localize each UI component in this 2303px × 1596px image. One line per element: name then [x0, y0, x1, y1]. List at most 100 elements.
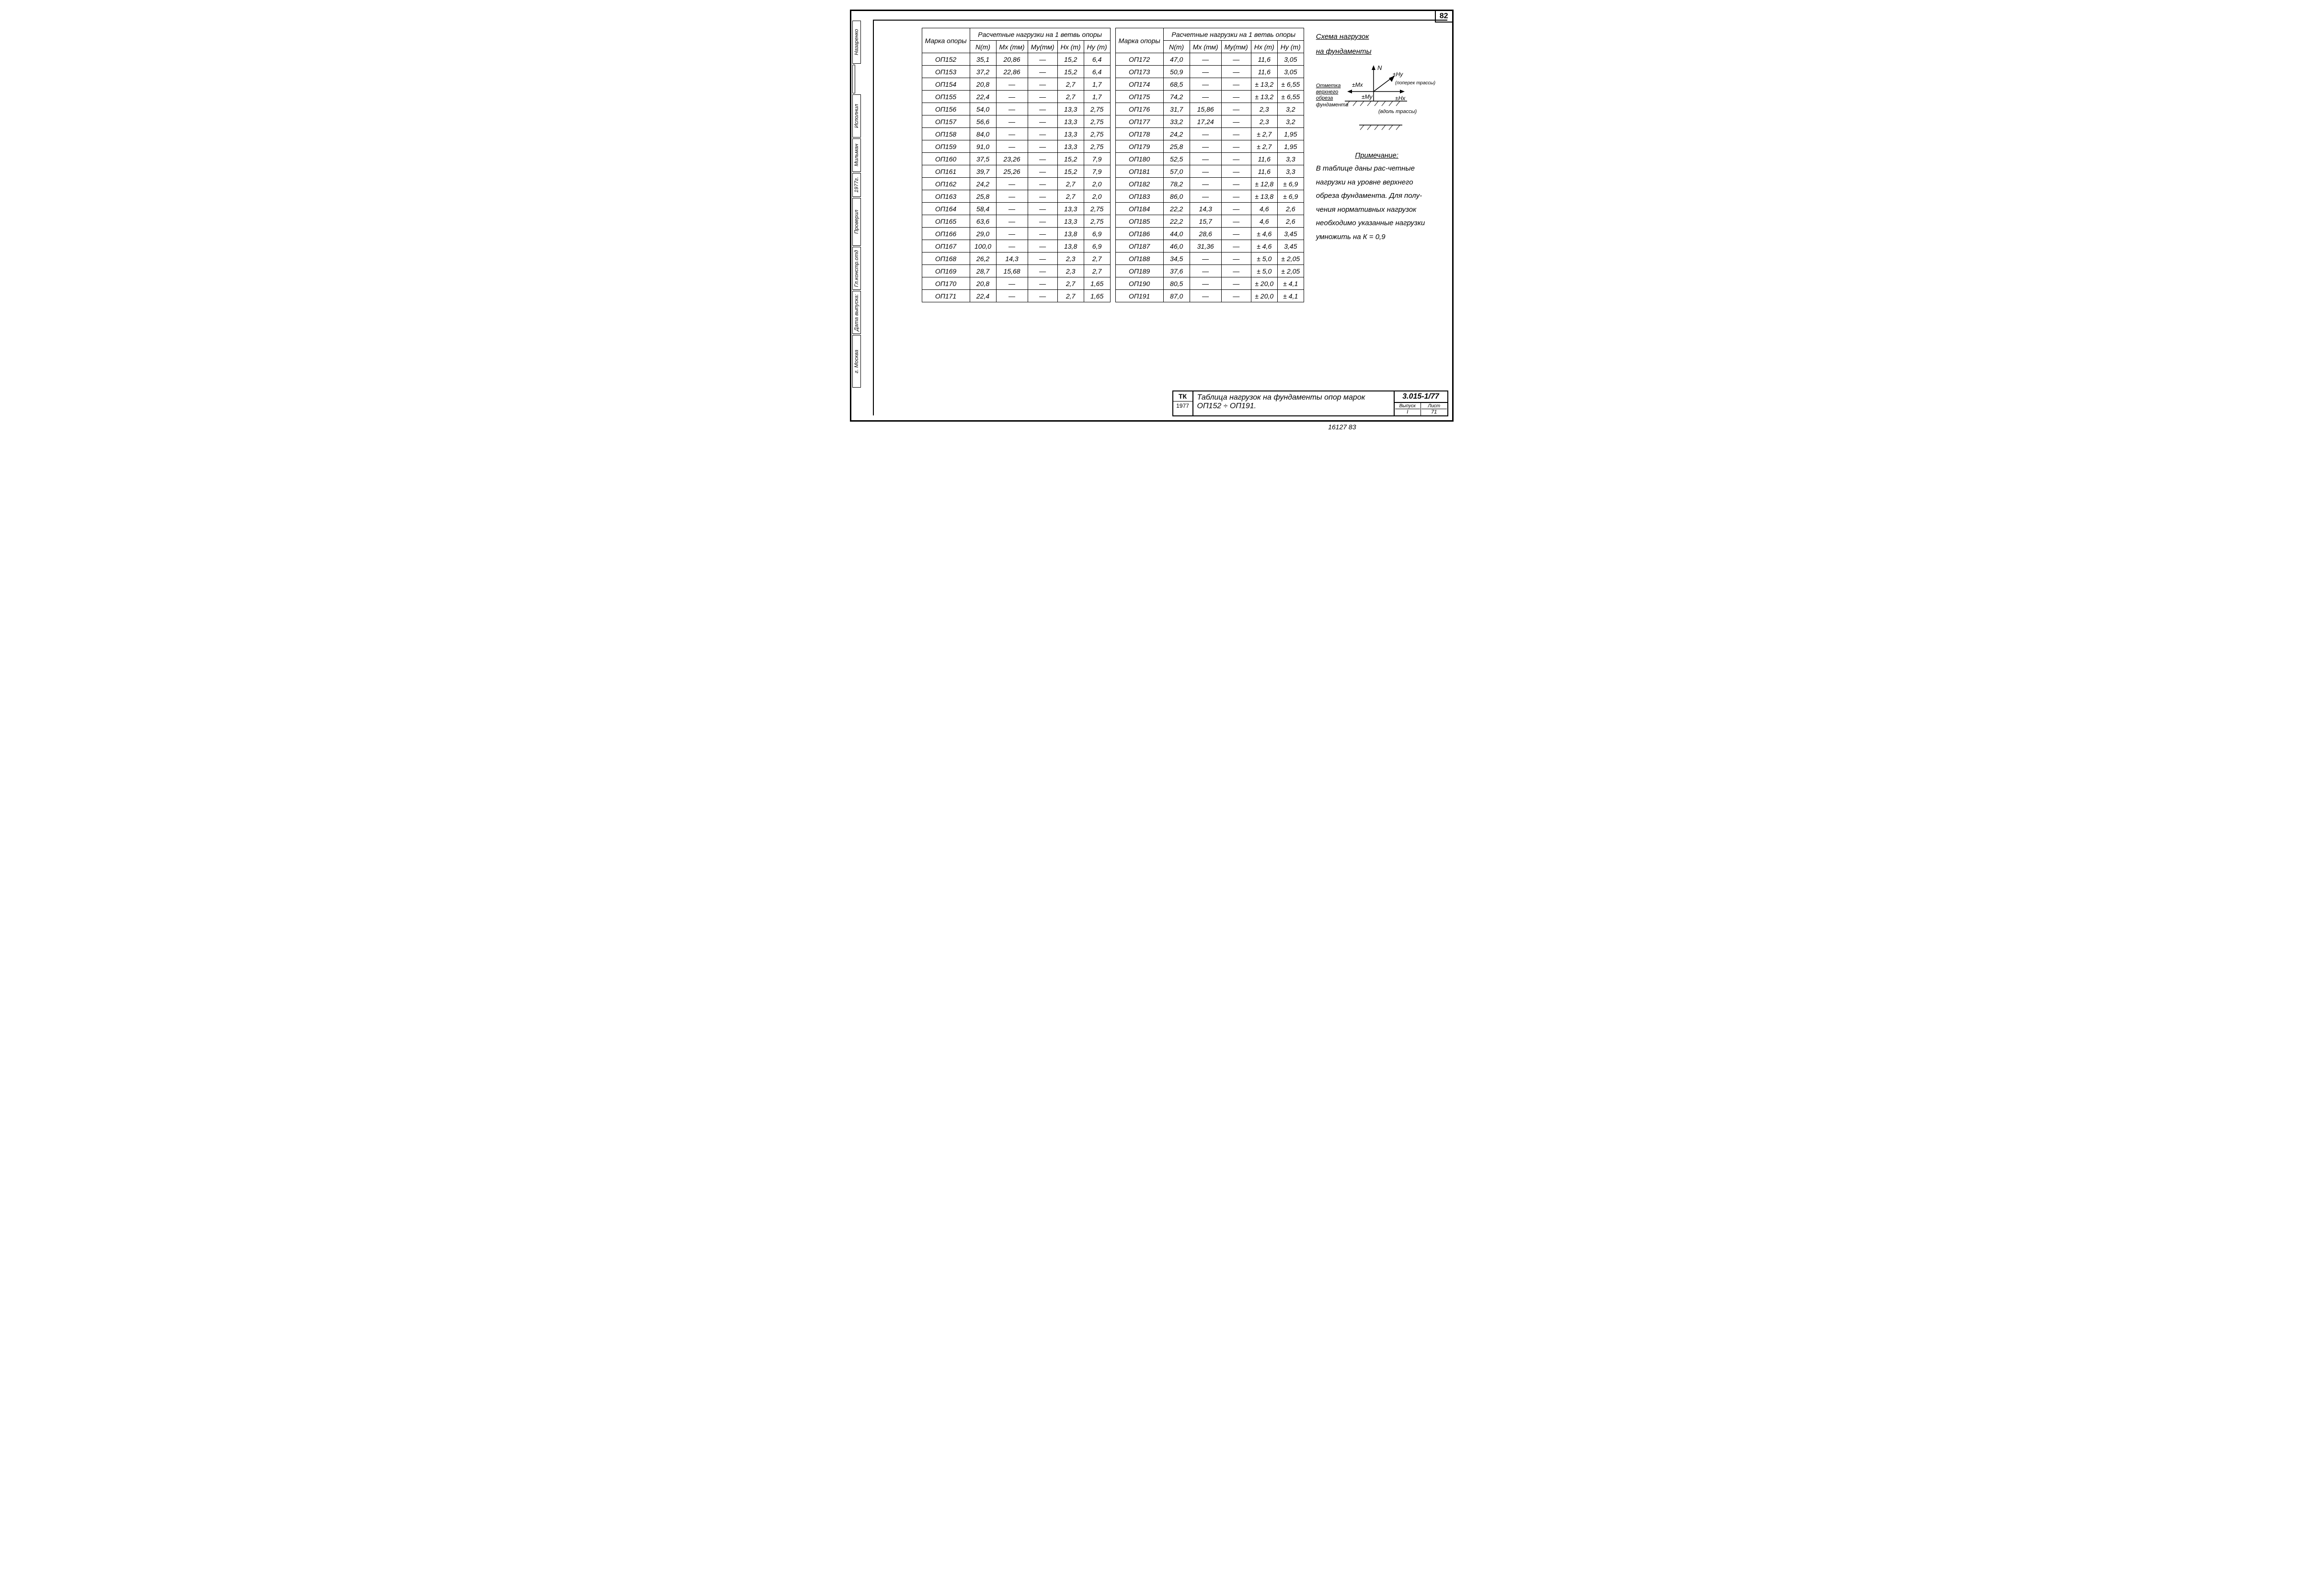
table-row: ОП16139,725,26—15,27,9 — [922, 165, 1110, 178]
value-cell: — — [1190, 290, 1221, 302]
value-cell: ± 6,55 — [1277, 78, 1304, 91]
value-cell: — — [996, 277, 1028, 290]
value-cell: — — [1221, 190, 1251, 203]
value-cell: 34,5 — [1163, 253, 1190, 265]
value-cell: 2,3 — [1057, 265, 1084, 277]
value-cell: 13,3 — [1057, 128, 1084, 140]
table-row: ОП15756,6——13,32,75 — [922, 115, 1110, 128]
mark-cell: ОП178 — [1115, 128, 1163, 140]
value-cell: — — [1190, 277, 1221, 290]
value-cell: — — [1028, 103, 1057, 115]
table-row: ОП15991,0——13,32,75 — [922, 140, 1110, 153]
mark-cell: ОП170 — [922, 277, 970, 290]
value-cell: — — [1028, 253, 1057, 265]
value-cell: 2,75 — [1084, 140, 1110, 153]
mark-cell: ОП189 — [1115, 265, 1163, 277]
mark-cell: ОП162 — [922, 178, 970, 190]
svg-text:±Hy: ±Hy — [1393, 71, 1403, 78]
table-row: ОП167100,0——13,86,9 — [922, 240, 1110, 253]
value-cell: 68,5 — [1163, 78, 1190, 91]
side-name: Назаренко — [852, 21, 861, 64]
value-cell: 4,6 — [1251, 203, 1277, 215]
value-cell: 15,68 — [996, 265, 1028, 277]
right-panel: Схема нагрузок на фундаменты N ±Mx ±Hx — [1309, 28, 1443, 302]
value-cell: 2,7 — [1084, 265, 1110, 277]
table-row: ОП17020,8——2,71,65 — [922, 277, 1110, 290]
table-row: ОП16826,214,3—2,32,7 — [922, 253, 1110, 265]
value-cell: 1,7 — [1084, 78, 1110, 91]
mark-cell: ОП180 — [1115, 153, 1163, 165]
value-cell: — — [1190, 91, 1221, 103]
side-chief: Гл.констр.отд — [852, 247, 861, 290]
inner-frame: Марка опоры Расчетные нагрузки на 1 ветв… — [873, 20, 1447, 415]
value-cell: 2,75 — [1084, 203, 1110, 215]
value-cell: — — [996, 78, 1028, 91]
value-cell: — — [1028, 215, 1057, 228]
value-cell: 25,8 — [1163, 140, 1190, 153]
table-row: ОП18278,2——± 12,8± 6,9 — [1115, 178, 1304, 190]
value-cell: 2,3 — [1251, 115, 1277, 128]
value-cell: 15,86 — [1190, 103, 1221, 115]
drawing-sheet: 82 Назаренко Исполнил Мильман 1977г. Про… — [850, 10, 1454, 422]
value-cell: ± 6,9 — [1277, 190, 1304, 203]
value-cell: — — [1221, 53, 1251, 66]
value-cell: — — [996, 103, 1028, 115]
header-mark-left: Марка опоры — [922, 28, 970, 53]
value-cell: 2,7 — [1057, 277, 1084, 290]
value-cell: 28,7 — [970, 265, 996, 277]
value-cell: — — [996, 215, 1028, 228]
value-cell: 56,6 — [970, 115, 996, 128]
table-row: ОП17247,0——11,63,05 — [1115, 53, 1304, 66]
table-row: ОП17733,217,24—2,33,2 — [1115, 115, 1304, 128]
side-exec: Исполнил — [852, 94, 861, 138]
value-cell: — — [1190, 265, 1221, 277]
value-cell: 13,3 — [1057, 140, 1084, 153]
value-cell: 26,2 — [970, 253, 996, 265]
table-row: ОП15654,0——13,32,75 — [922, 103, 1110, 115]
side-sig1 — [852, 65, 855, 93]
value-cell: 13,8 — [1057, 228, 1084, 240]
value-cell: — — [1221, 240, 1251, 253]
value-cell: 13,3 — [1057, 103, 1084, 115]
table-row: ОП16928,715,68—2,32,7 — [922, 265, 1110, 277]
value-cell: 3,3 — [1277, 165, 1304, 178]
value-cell: — — [996, 91, 1028, 103]
value-cell: ± 5,0 — [1251, 253, 1277, 265]
table-row: ОП18422,214,3—4,62,6 — [1115, 203, 1304, 215]
value-cell: 2,7 — [1084, 253, 1110, 265]
value-cell: 3,45 — [1277, 240, 1304, 253]
table-row: ОП16037,523,26—15,27,9 — [922, 153, 1110, 165]
table-row: ОП18522,215,7—4,62,6 — [1115, 215, 1304, 228]
value-cell: — — [1028, 240, 1057, 253]
svg-text:±My: ±My — [1362, 93, 1373, 100]
mark-cell: ОП184 — [1115, 203, 1163, 215]
value-cell: 33,2 — [1163, 115, 1190, 128]
value-cell: — — [1190, 190, 1221, 203]
value-cell: 25,8 — [970, 190, 996, 203]
mark-cell: ОП153 — [922, 66, 970, 78]
value-cell: 1,95 — [1277, 140, 1304, 153]
value-cell: 2,0 — [1084, 190, 1110, 203]
value-cell: 28,6 — [1190, 228, 1221, 240]
svg-text:(вдоль трассы): (вдоль трассы) — [1378, 109, 1417, 115]
value-cell: 31,7 — [1163, 103, 1190, 115]
value-cell: 52,5 — [1163, 153, 1190, 165]
mark-cell: ОП188 — [1115, 253, 1163, 265]
value-cell: — — [1028, 53, 1057, 66]
scheme-title-2: на фундаменты — [1316, 45, 1438, 58]
value-cell: 63,6 — [970, 215, 996, 228]
mark-cell: ОП159 — [922, 140, 970, 153]
value-cell: — — [1028, 265, 1057, 277]
mark-cell: ОП174 — [1115, 78, 1163, 91]
value-cell: 22,86 — [996, 66, 1028, 78]
value-cell: 57,0 — [1163, 165, 1190, 178]
header-mark-right: Марка опоры — [1115, 28, 1163, 53]
value-cell: 84,0 — [970, 128, 996, 140]
value-cell: — — [1190, 53, 1221, 66]
value-cell: 15,2 — [1057, 153, 1084, 165]
value-cell: — — [1190, 128, 1221, 140]
value-cell: 87,0 — [1163, 290, 1190, 302]
table-row: ОП17925,8——± 2,71,95 — [1115, 140, 1304, 153]
value-cell: 13,8 — [1057, 240, 1084, 253]
value-cell: 22,2 — [1163, 203, 1190, 215]
